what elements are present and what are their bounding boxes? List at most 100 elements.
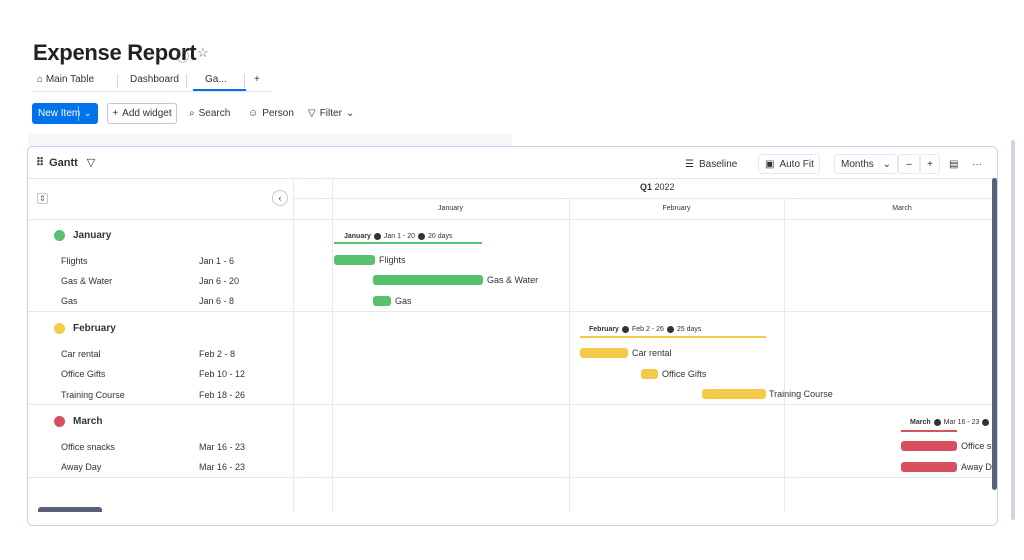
item-date: Jan 1 - 6 bbox=[199, 256, 235, 266]
new-item-button[interactable]: New Item ⌄ bbox=[32, 103, 98, 124]
star-icon[interactable]: ☆ bbox=[197, 45, 209, 60]
bar-label: Gas & Water bbox=[487, 275, 539, 285]
left-panel-divider bbox=[293, 178, 294, 512]
group-summary: March Mar 16 - 23 bbox=[910, 419, 990, 426]
chevron-down-icon[interactable]: ⌄ bbox=[84, 108, 92, 118]
gantt-bar[interactable] bbox=[373, 296, 391, 306]
gantt-bar[interactable] bbox=[580, 348, 628, 358]
month-divider bbox=[569, 198, 570, 512]
add-tab-button[interactable]: + bbox=[254, 74, 260, 85]
group-summary: February Feb 2 - 26 25 days bbox=[589, 326, 702, 333]
tabs-underline bbox=[33, 91, 271, 92]
group-header[interactable]: January bbox=[54, 230, 111, 241]
baseline-icon: ☰ bbox=[685, 158, 694, 170]
home-icon: ⌂ bbox=[37, 74, 44, 85]
group-color-dot bbox=[54, 416, 65, 427]
bar-label: Training Course bbox=[769, 389, 833, 399]
vertical-scrollbar[interactable] bbox=[992, 178, 997, 490]
item-name[interactable]: Office snacks bbox=[61, 442, 115, 452]
page-scrollbar[interactable] bbox=[1011, 140, 1015, 520]
person-filter-button[interactable]: ☺ Person bbox=[248, 108, 294, 119]
gantt-bar[interactable] bbox=[901, 462, 957, 472]
filter-icon[interactable]: ▽ bbox=[86, 157, 96, 169]
active-tab-indicator bbox=[193, 89, 246, 91]
info-icon[interactable]: ⓘ bbox=[176, 49, 190, 64]
bottom-button-partial[interactable] bbox=[38, 507, 102, 512]
gantt-bar[interactable] bbox=[334, 255, 375, 265]
item-date: Feb 10 - 12 bbox=[199, 369, 246, 379]
bar-label: Office s bbox=[961, 441, 992, 451]
group-timeline-line bbox=[580, 336, 766, 338]
group-summary-clip: March Mar 16 - 23 bbox=[905, 418, 992, 432]
search-button[interactable]: ⌕ Search bbox=[189, 108, 231, 119]
divider-band bbox=[28, 134, 512, 146]
item-name[interactable]: Flights bbox=[61, 256, 88, 266]
gantt-bar[interactable] bbox=[702, 389, 766, 399]
group-timeline-line bbox=[334, 242, 482, 244]
item-date: Feb 18 - 26 bbox=[199, 390, 246, 400]
group-header[interactable]: February bbox=[54, 323, 116, 334]
item-date: Mar 16 - 23 bbox=[199, 442, 246, 452]
collapse-panel-button[interactable]: ‹ bbox=[272, 190, 288, 206]
person-icon: ☺ bbox=[248, 108, 259, 119]
item-name[interactable]: Office Gifts bbox=[61, 369, 106, 379]
bar-label: Gas bbox=[395, 296, 412, 306]
export-icon[interactable]: ▤ bbox=[949, 158, 959, 170]
month-label: February bbox=[662, 205, 691, 212]
item-date: Jan 6 - 8 bbox=[199, 296, 235, 306]
group-timeline-line bbox=[901, 430, 957, 432]
bar-label: Flights bbox=[379, 255, 406, 265]
tab-divider bbox=[186, 74, 187, 88]
month-label: January bbox=[438, 205, 463, 212]
item-date: Mar 16 - 23 bbox=[199, 462, 246, 472]
more-options-button[interactable]: ··· bbox=[972, 158, 982, 170]
tab-divider bbox=[244, 74, 245, 88]
gantt-header-divider bbox=[28, 178, 997, 179]
gantt-bar[interactable] bbox=[901, 441, 957, 451]
gantt-header: ⠿ Gantt ▽ bbox=[36, 156, 96, 170]
item-name[interactable]: Training Course bbox=[61, 390, 125, 400]
group-header[interactable]: March bbox=[54, 416, 102, 427]
auto-fit-button[interactable]: ▣ Auto Fit bbox=[758, 154, 820, 174]
item-name[interactable]: Away Day bbox=[61, 462, 102, 472]
chevron-down-icon: ⌄ bbox=[882, 158, 891, 170]
bar-label: Office Gifts bbox=[662, 369, 707, 379]
header-bottom-line bbox=[28, 219, 993, 220]
zoom-in-button[interactable]: + bbox=[920, 154, 940, 174]
gantt-bar[interactable] bbox=[641, 369, 658, 379]
drag-handle-icon[interactable]: ⠿ bbox=[36, 157, 45, 169]
zoom-out-button[interactable]: – bbox=[898, 154, 920, 174]
tab-dashboard[interactable]: Dashboard bbox=[130, 74, 179, 85]
search-icon: ⌕ bbox=[189, 108, 195, 119]
gantt-title: Gantt bbox=[49, 156, 78, 169]
tab-divider bbox=[117, 74, 118, 88]
month-divider bbox=[784, 198, 785, 512]
group-divider bbox=[28, 404, 993, 405]
group-summary: January Jan 1 - 20 20 days bbox=[344, 233, 453, 240]
baseline-button[interactable]: ☰ Baseline bbox=[685, 158, 738, 170]
auto-fit-icon: ▣ bbox=[765, 158, 775, 170]
gantt-widget bbox=[27, 146, 998, 526]
filter-icon: ▽ bbox=[308, 108, 316, 119]
chevron-down-icon: ⌄ bbox=[345, 108, 355, 119]
zoom-select[interactable]: Months ⌄ bbox=[834, 154, 898, 174]
month-label: March bbox=[892, 205, 912, 212]
item-name[interactable]: Car rental bbox=[61, 349, 101, 359]
add-widget-button[interactable]: + Add widget bbox=[107, 103, 177, 124]
group-color-dot bbox=[54, 230, 65, 241]
plus-icon: + bbox=[112, 108, 119, 119]
tab-main-table[interactable]: ⌂ Main Table bbox=[37, 74, 95, 85]
page-title: Expense Report bbox=[33, 40, 197, 65]
gantt-bar[interactable] bbox=[373, 275, 483, 285]
item-date: Jan 6 - 20 bbox=[199, 276, 240, 286]
filter-button[interactable]: ▽ Filter ⌄ bbox=[308, 108, 355, 119]
quarter-divider bbox=[293, 198, 993, 199]
item-name[interactable]: Gas bbox=[61, 296, 78, 306]
collapse-all-icon[interactable]: ⇕ bbox=[37, 193, 48, 204]
timeline-start-line bbox=[332, 178, 333, 512]
group-color-dot bbox=[54, 323, 65, 334]
item-name[interactable]: Gas & Water bbox=[61, 276, 113, 286]
tab-gantt[interactable]: Ga... bbox=[205, 74, 227, 85]
group-divider bbox=[28, 311, 993, 312]
bar-label: Away D bbox=[961, 462, 992, 472]
